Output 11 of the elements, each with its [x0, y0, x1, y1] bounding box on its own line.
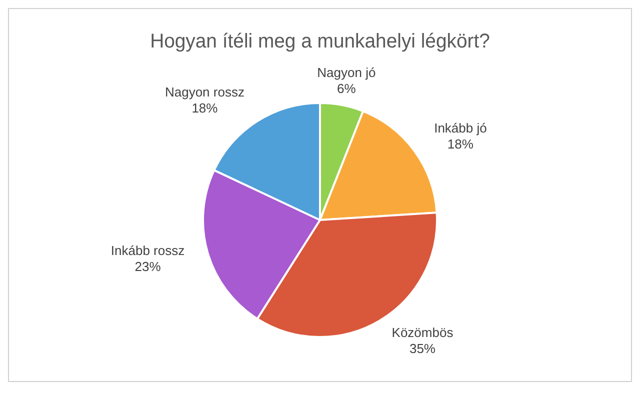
data-label: 6% [337, 81, 356, 96]
slice-label: Nagyon rossz [164, 84, 244, 100]
data-label: 35% [409, 340, 436, 356]
chart-title: Hogyan ítéli meg a munkahelyi légkört? [150, 30, 490, 53]
data-label: 18% [447, 136, 474, 152]
slice-label: Inkább rossz [110, 242, 185, 258]
data-label: 23% [134, 258, 162, 274]
slice-label: Inkább jó [434, 120, 487, 136]
data-label: 18% [192, 100, 218, 116]
slice-label: Nagyon jó [317, 65, 376, 80]
slice-label: Közömbös [392, 324, 454, 340]
